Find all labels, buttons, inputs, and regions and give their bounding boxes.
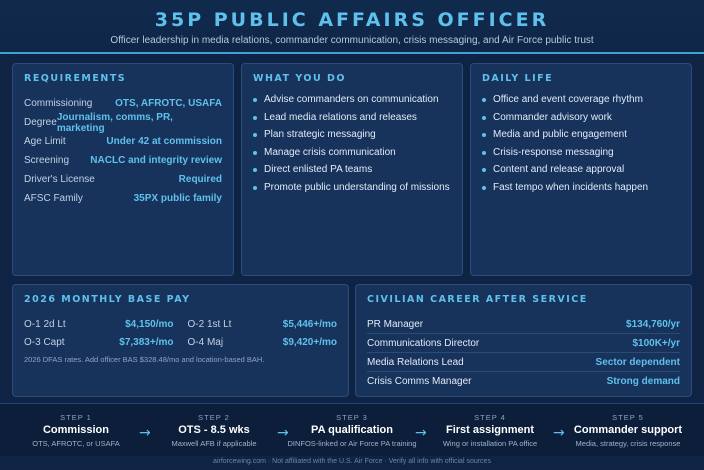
list-item: Lead media relations and releases xyxy=(253,112,451,130)
base-pay-title: 2026 MONTHLY BASE PAY xyxy=(24,294,191,305)
list-item: Manage crisis communication xyxy=(253,147,451,165)
civilian-salary: Sector dependent xyxy=(595,356,680,368)
list-item: Crisis-response messaging xyxy=(482,147,680,165)
step-5: STEP 5 Commander support Media, strategy… xyxy=(563,413,693,448)
step-name: First assignment xyxy=(445,424,535,436)
pay-amount: $5,446+/mo xyxy=(282,318,337,330)
civilian-salary: Strong demand xyxy=(606,376,680,387)
step-label: STEP 3 xyxy=(336,413,368,422)
pay-row: O-4 Maj $9,420+/mo xyxy=(188,333,338,351)
civilian-career-title: CIVILIAN CAREER AFTER SERVICE xyxy=(367,294,588,305)
step-label: STEP 1 xyxy=(60,413,92,422)
civilian-career-card: CIVILIAN CAREER AFTER SERVICE PR Manager… xyxy=(355,284,692,397)
step-description: Wing or installation PA office xyxy=(442,439,538,448)
civilian-row: Communications Director $100K+/yr xyxy=(367,334,680,353)
civilian-role: Communications Director xyxy=(367,337,480,349)
list-item: Commander advisory work xyxy=(482,112,680,130)
step-3: STEP 3 PA qualification DINFOS-linked or… xyxy=(287,413,417,448)
arrow-right-icon: → xyxy=(553,425,565,441)
requirement-value: NACLC and integrity review xyxy=(90,155,222,166)
requirements-card: REQUIREMENTS Commissioning OTS, AFROTC, U… xyxy=(12,63,234,276)
requirement-value: Journalism, comms, PR, marketing xyxy=(56,111,173,134)
list-item: Advise commanders on communication xyxy=(253,94,451,112)
requirement-label: Degree xyxy=(24,117,57,128)
step-1: STEP 1 Commission OTS, AFROTC, or USAFA xyxy=(11,413,141,448)
pay-amount: $4,150/mo xyxy=(125,318,174,330)
requirement-label: AFSC Family xyxy=(24,193,83,204)
step-label: STEP 5 xyxy=(612,413,644,422)
step-4: STEP 4 First assignment Wing or installa… xyxy=(425,413,555,448)
requirement-label: Screening xyxy=(24,155,70,166)
requirement-value: OTS, AFROTC, USAFA xyxy=(115,98,222,109)
step-description: Media, strategy, crisis response xyxy=(575,439,681,448)
header: 35P PUBLIC AFFAIRS OFFICER Officer leade… xyxy=(0,0,704,54)
civilian-role: Crisis Comms Manager xyxy=(367,376,472,387)
requirement-label: Driver's License xyxy=(24,174,95,185)
civilian-salary: $134,760/yr xyxy=(626,318,680,330)
pay-grade: O-1 2d Lt xyxy=(24,318,66,330)
requirement-row: Driver's License Required xyxy=(24,170,222,189)
daily-life-title: DAILY LIFE xyxy=(482,73,554,84)
civilian-role: PR Manager xyxy=(367,318,424,330)
list-item: Media and public engagement xyxy=(482,129,680,147)
civilian-row: PR Manager $134,760/yr xyxy=(367,315,680,334)
requirement-value: Required xyxy=(178,174,222,185)
list-item: Fast tempo when incidents happen xyxy=(482,182,680,200)
arrow-right-icon: → xyxy=(277,425,289,441)
arrow-right-icon: → xyxy=(139,425,151,441)
step-name: Commission xyxy=(42,424,109,436)
civilian-role: Media Relations Lead xyxy=(367,356,464,368)
list-item: Office and event coverage rhythm xyxy=(482,94,680,112)
career-steps: STEP 1 Commission OTS, AFROTC, or USAFA … xyxy=(0,403,704,456)
pay-note: 2026 DFAS rates. Add officer BAS $328.48… xyxy=(24,355,265,364)
requirement-row: Commissioning OTS, AFROTC, USAFA xyxy=(24,94,222,113)
step-name: OTS - 8.5 wks xyxy=(178,424,250,436)
footer-disclaimer: airforcewing.com · Not affiliated with t… xyxy=(213,458,491,465)
requirement-value: 35PX public family xyxy=(133,193,222,204)
list-item: Promote public understanding of missions xyxy=(253,182,451,200)
requirement-row: Screening NACLC and integrity review xyxy=(24,151,222,170)
what-you-do-card: WHAT YOU DO Advise commanders on communi… xyxy=(241,63,463,276)
step-2: STEP 2 OTS - 8.5 wks Maxwell AFB if appl… xyxy=(149,413,279,448)
list-item: Plan strategic messaging xyxy=(253,129,451,147)
civilian-row: Crisis Comms Manager Strong demand xyxy=(367,372,680,391)
step-description: DINFOS-linked or Air Force PA training xyxy=(287,439,417,448)
what-you-do-title: WHAT YOU DO xyxy=(253,73,346,84)
pay-grade: O-4 Maj xyxy=(187,336,224,348)
pay-amount: $9,420+/mo xyxy=(282,336,337,348)
list-item: Content and release approval xyxy=(482,164,680,182)
daily-life-card: DAILY LIFE Office and event coverage rhy… xyxy=(470,63,692,276)
pay-grade: O-3 Capt xyxy=(24,336,65,348)
step-description: Maxwell AFB if applicable xyxy=(171,439,257,448)
step-label: STEP 4 xyxy=(474,413,506,422)
requirement-row: AFSC Family 35PX public family xyxy=(24,189,222,208)
step-label: STEP 2 xyxy=(198,413,230,422)
list-item: Direct enlisted PA teams xyxy=(253,164,451,182)
pay-row: O-1 2d Lt $4,150/mo xyxy=(24,315,174,333)
step-description: OTS, AFROTC, or USAFA xyxy=(32,439,120,448)
requirement-value: Under 42 at commission xyxy=(106,136,222,147)
civilian-salary: $100K+/yr xyxy=(632,337,680,349)
daily-life-list: Office and event coverage rhythm Command… xyxy=(482,94,680,199)
page-subtitle: Officer leadership in media relations, c… xyxy=(110,35,594,46)
pay-amount: $7,383+/mo xyxy=(119,336,174,348)
duties-list: Advise commanders on communication Lead … xyxy=(253,94,451,199)
pay-grid: O-1 2d Lt $4,150/mo O-2 1st Lt $5,446+/mo … xyxy=(24,315,337,351)
page-title: 35P PUBLIC AFFAIRS OFFICER xyxy=(154,9,550,31)
pay-grade: O-2 1st Lt xyxy=(187,318,232,330)
requirement-row: Age Limit Under 42 at commission xyxy=(24,132,222,151)
step-name: PA qualification xyxy=(311,424,393,436)
pay-row: O-3 Capt $7,383+/mo xyxy=(24,333,174,351)
pay-row: O-2 1st Lt $5,446+/mo xyxy=(188,315,338,333)
arrow-right-icon: → xyxy=(415,425,427,441)
step-name: Commander support xyxy=(573,424,683,436)
civilian-row: Media Relations Lead Sector dependent xyxy=(367,353,680,372)
requirement-label: Commissioning xyxy=(24,98,93,109)
requirements-title: REQUIREMENTS xyxy=(24,73,127,84)
requirement-label: Age Limit xyxy=(24,136,66,147)
requirement-row: Degree Journalism, comms, PR, marketing xyxy=(24,111,222,134)
base-pay-card: 2026 MONTHLY BASE PAY O-1 2d Lt $4,150/mo… xyxy=(12,284,349,397)
